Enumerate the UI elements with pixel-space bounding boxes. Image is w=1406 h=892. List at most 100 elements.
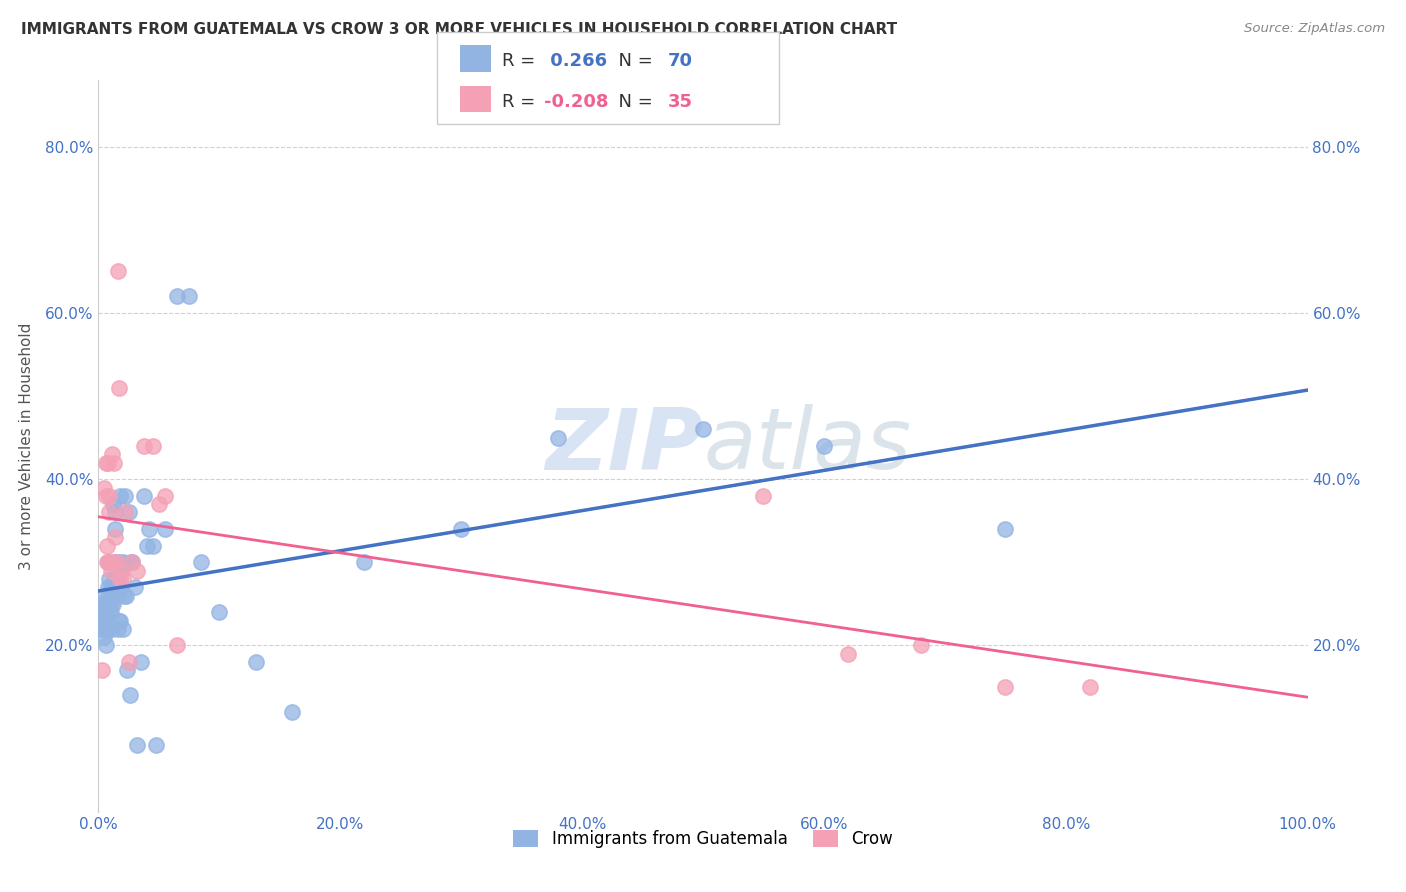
Point xyxy=(450,522,472,536)
Point xyxy=(93,589,115,603)
Legend: Immigrants from Guatemala, Crow: Immigrants from Guatemala, Crow xyxy=(506,823,900,855)
Point xyxy=(100,580,122,594)
Text: 70: 70 xyxy=(668,52,693,70)
Point xyxy=(94,622,117,636)
Point xyxy=(118,655,141,669)
Point xyxy=(98,572,121,586)
Point xyxy=(105,555,128,569)
Point xyxy=(124,580,146,594)
Point xyxy=(98,555,121,569)
Text: 0.266: 0.266 xyxy=(544,52,607,70)
Point xyxy=(94,639,117,653)
Point xyxy=(129,655,152,669)
Point xyxy=(353,555,375,569)
Point xyxy=(153,489,176,503)
Point xyxy=(105,572,128,586)
Point xyxy=(111,622,134,636)
Point xyxy=(100,589,122,603)
Point xyxy=(96,597,118,611)
Point xyxy=(107,580,129,594)
Point xyxy=(208,605,231,619)
Point xyxy=(96,622,118,636)
Point xyxy=(100,564,122,578)
Point xyxy=(103,572,125,586)
Point xyxy=(837,647,859,661)
Point xyxy=(105,589,128,603)
Point xyxy=(692,422,714,436)
Point xyxy=(281,705,304,719)
Point xyxy=(108,614,131,628)
Y-axis label: 3 or more Vehicles in Household: 3 or more Vehicles in Household xyxy=(18,322,34,570)
Point xyxy=(101,497,124,511)
Text: R =: R = xyxy=(502,52,541,70)
Point xyxy=(103,555,125,569)
Point xyxy=(94,489,117,503)
Point xyxy=(127,738,149,752)
Text: R =: R = xyxy=(502,93,541,111)
Point xyxy=(96,539,118,553)
Point xyxy=(118,689,141,703)
Point xyxy=(91,664,114,678)
Point xyxy=(98,506,121,520)
Point xyxy=(108,555,131,569)
Point xyxy=(112,589,135,603)
Point xyxy=(108,614,131,628)
Point xyxy=(148,497,170,511)
Point xyxy=(114,506,136,520)
Point xyxy=(96,555,118,569)
Point xyxy=(142,439,165,453)
Point xyxy=(547,431,569,445)
Point xyxy=(98,605,121,619)
Point xyxy=(127,564,149,578)
Point xyxy=(107,264,129,278)
Point xyxy=(93,481,115,495)
Point xyxy=(190,555,212,569)
Point xyxy=(103,456,125,470)
Point xyxy=(179,289,201,303)
Point xyxy=(96,614,118,628)
Point xyxy=(994,522,1017,536)
Point xyxy=(117,664,139,678)
Point xyxy=(114,489,136,503)
Point xyxy=(135,539,157,553)
Point xyxy=(101,597,124,611)
Point xyxy=(100,605,122,619)
Point xyxy=(97,580,120,594)
Point xyxy=(93,630,115,644)
Point xyxy=(97,597,120,611)
Point xyxy=(120,555,142,569)
Point xyxy=(94,456,117,470)
Point xyxy=(121,555,143,569)
Text: N =: N = xyxy=(607,93,659,111)
Point xyxy=(110,564,132,578)
Point xyxy=(752,489,775,503)
Point xyxy=(145,738,167,752)
Point xyxy=(153,522,176,536)
Point xyxy=(994,680,1017,694)
Point xyxy=(110,564,132,578)
Point xyxy=(108,381,131,395)
Point xyxy=(142,539,165,553)
Point xyxy=(108,572,131,586)
Point xyxy=(100,447,122,461)
Point xyxy=(97,589,120,603)
Text: 35: 35 xyxy=(668,93,693,111)
Text: Source: ZipAtlas.com: Source: ZipAtlas.com xyxy=(1244,22,1385,36)
Text: ZIP: ZIP xyxy=(546,404,703,488)
Point xyxy=(111,572,134,586)
Point xyxy=(91,597,114,611)
Point xyxy=(134,439,156,453)
Point xyxy=(121,555,143,569)
Point xyxy=(138,522,160,536)
Point xyxy=(100,622,122,636)
Point xyxy=(94,605,117,619)
Point xyxy=(107,622,129,636)
Point xyxy=(98,489,121,503)
Point xyxy=(104,522,127,536)
Point xyxy=(245,655,267,669)
Point xyxy=(104,530,127,544)
Point xyxy=(101,555,124,569)
Point xyxy=(91,614,114,628)
Point xyxy=(118,506,141,520)
Point xyxy=(111,555,134,569)
